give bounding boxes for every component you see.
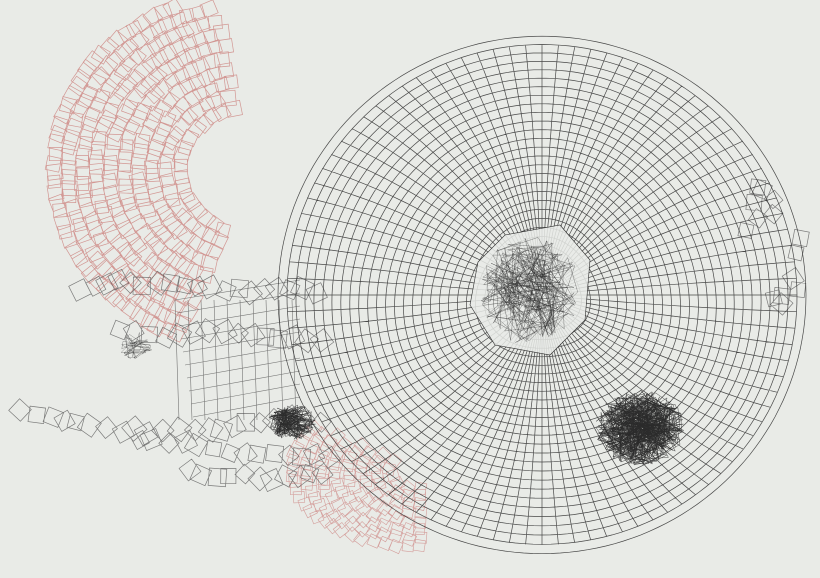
scattered-squares-layer (8, 178, 810, 493)
center-scribble (481, 237, 578, 343)
red-lower-squares (285, 419, 428, 555)
dark-scribble-left (268, 404, 317, 440)
dark-scribble-right (595, 389, 685, 466)
red-grid-layer (44, 0, 428, 555)
scribble-clusters (120, 237, 685, 466)
left-grid-block (174, 279, 301, 421)
red-square-grid (44, 0, 243, 343)
small-scribble (120, 332, 152, 360)
grey-square-trails (8, 178, 810, 493)
